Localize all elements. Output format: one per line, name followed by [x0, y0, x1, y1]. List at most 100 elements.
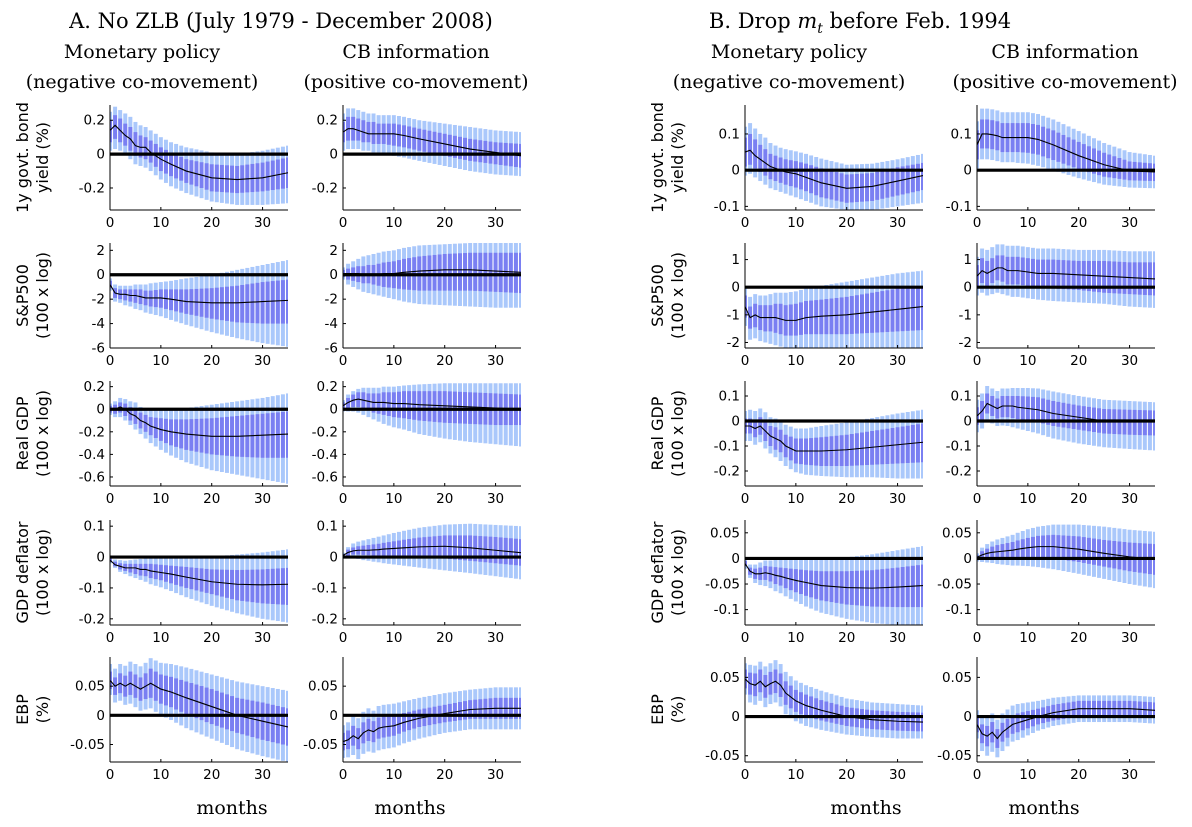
inner-band-bar-a2-r1-m6 — [371, 121, 376, 144]
inner-band-bar-b1-r3-m20 — [844, 434, 849, 466]
inner-band-bar-a2-r1-m25 — [468, 138, 473, 161]
inner-band-bar-b1-r2-m23 — [859, 294, 864, 334]
inner-band-bar-a2-r1-m17 — [427, 130, 432, 153]
x-tick-label-a2-r1-2: 20 — [436, 215, 453, 231]
inner-band-bar-a2-r1-m14 — [412, 127, 417, 150]
inner-band-bar-b1-r3-m17 — [829, 436, 834, 466]
y-tick-label-b1-r3-0: -0.2 — [714, 464, 740, 480]
median-line-b1-r2 — [745, 306, 923, 321]
x-tick-label-a1-r2-2: 20 — [203, 353, 220, 369]
x-tick-label-a1-r1-0: 0 — [106, 215, 115, 231]
median-line-b1-r3 — [745, 425, 923, 452]
y-tick-label-a2-r5-1: 0 — [329, 708, 338, 724]
inner-band-bar-b1-r2-m17 — [829, 298, 834, 335]
inner-band-bar-b2-r2-m21 — [1081, 260, 1086, 291]
inner-band-bar-a1-r2-m8 — [148, 290, 153, 307]
median-line-b2-r1 — [977, 133, 1155, 173]
inner-band-bar-b1-r3-m29 — [890, 428, 895, 464]
inner-band-bar-a1-r2-m32 — [270, 281, 275, 324]
inner-band-bar-b1-r2-m21 — [849, 296, 854, 334]
x-tick-label-a1-r2-1: 10 — [152, 353, 169, 369]
inner-band-bar-b1-r3-m13 — [809, 438, 814, 466]
inner-band-bar-a2-r4-m20 — [442, 535, 447, 559]
median-line-a2-r5 — [343, 707, 521, 743]
inner-band-bar-a2-r1-m4 — [361, 120, 366, 143]
inner-band-bar-a1-r3-m31 — [265, 413, 270, 458]
x-tick-label-a2-r4-0: 0 — [339, 630, 348, 646]
x-tick-label-b1-r5-0: 0 — [741, 767, 750, 783]
inner-band-bar-a2-r2-m23 — [457, 253, 462, 291]
inner-band-bar-a2-r1-m15 — [417, 128, 422, 151]
inner-band-bar-a2-r3-m15 — [417, 391, 422, 421]
x-tick-label-b2-r3-1: 10 — [1019, 491, 1036, 507]
x-tick-label-b2-r2-3: 30 — [1121, 353, 1138, 369]
inner-band-bar-a1-r4-m0 — [110, 558, 112, 562]
inner-band-bar-a2-r4-m18 — [432, 536, 437, 558]
inner-band-bar-a1-r3-m32 — [270, 412, 275, 458]
median-line-b1-r4 — [745, 563, 923, 589]
x-tick-label-b2-r4-2: 20 — [1070, 630, 1087, 646]
inner-band-bar-a2-r1-m19 — [437, 132, 442, 155]
x-tick-label-b2-r5-0: 0 — [973, 767, 982, 783]
x-tick-label-a2-r5-3: 30 — [487, 767, 504, 783]
inner-band-bar-a1-r1-m8 — [148, 140, 153, 163]
inner-band-bar-a2-r1-m18 — [432, 131, 437, 154]
inner-band-bar-a1-r2-m31 — [265, 281, 270, 324]
x-tick-label-b1-r1-0: 0 — [741, 215, 750, 231]
inner-band-bar-a2-r2-m20 — [442, 253, 447, 291]
col-b2-title-line2: (positive co-movement) — [952, 71, 1177, 93]
inner-band-bar-a1-r2-m5 — [133, 289, 138, 303]
x-tick-label-a1-r1-3: 30 — [254, 215, 271, 231]
y-tick-label-a1-r3-1: -0.4 — [79, 447, 105, 463]
y-tick-label-b2-r4-0: -0.1 — [946, 602, 972, 618]
x-tick-label-a1-r1-2: 20 — [203, 215, 220, 231]
x-tick-label-b2-r2-0: 0 — [973, 353, 982, 369]
y-tick-label-b2-r1-1: 0 — [963, 163, 972, 179]
y-tick-label-b2-r2-0: -2 — [959, 335, 972, 351]
inner-band-bar-a2-r3-m16 — [422, 391, 427, 421]
inner-band-bar-a2-r2-m31 — [498, 252, 503, 293]
x-tick-label-a2-r4-2: 20 — [436, 630, 453, 646]
inner-band-bar-a2-r2-m21 — [447, 253, 452, 291]
y-tick-label-b1-r3-2: 0 — [731, 414, 740, 430]
panel-b-title-sub: t — [817, 21, 823, 37]
y-tick-label-b1-r4-2: 0 — [731, 551, 740, 567]
inner-band-bar-b1-r2-m16 — [824, 299, 829, 335]
x-tick-label-a1-r3-2: 20 — [203, 491, 220, 507]
inner-band-bar-b2-r2-m15 — [1051, 259, 1056, 289]
y-tick-label-a2-r4-2: 0 — [329, 550, 338, 566]
inner-band-bar-a2-r3-m12 — [402, 391, 407, 419]
x-tick-label-b2-r5-2: 20 — [1070, 767, 1087, 783]
inner-band-bar-a1-r1-m1 — [113, 115, 118, 139]
inner-band-bar-b1-r2-m4 — [763, 305, 768, 332]
y-tick-label-a2-r3-1: -0.4 — [312, 447, 338, 463]
row-label-a-3-line1: Real GDP — [13, 396, 32, 470]
inner-band-bar-b2-r3-m35 — [1153, 410, 1155, 436]
inner-band-bar-b1-r2-m15 — [819, 299, 824, 335]
y-tick-label-a1-r5-0: -0.05 — [70, 737, 105, 753]
x-tick-label-b2-r4-3: 30 — [1121, 630, 1138, 646]
x-tick-label-b2-r2-1: 10 — [1019, 353, 1036, 369]
x-tick-label-b1-r2-2: 20 — [838, 353, 855, 369]
inner-band-bar-b1-r3-m27 — [880, 429, 885, 465]
median-line-b2-r2 — [977, 267, 1155, 280]
inner-band-bar-b2-r3-m6 — [1005, 396, 1010, 418]
inner-band-bar-a1-r2-m24 — [230, 286, 235, 322]
inner-band-bar-a1-r2-m33 — [275, 280, 280, 324]
row-label-a-3-line2: (100 x log) — [33, 390, 52, 477]
median-line-b2-r3 — [977, 402, 1155, 422]
inner-band-bar-b1-r2-m31 — [900, 288, 905, 332]
y-tick-label-b2-r3-3: 0.1 — [951, 389, 972, 405]
inner-band-bar-a1-r2-m30 — [260, 282, 265, 324]
x-tick-label-b2-r1-0: 0 — [973, 215, 982, 231]
y-tick-label-a1-r4-2: 0 — [96, 550, 105, 566]
row-label-b-1-line2: yield (%) — [668, 122, 687, 193]
inner-band-bar-a1-r2-m20 — [209, 288, 214, 319]
inner-band-bar-b1-r2-m10 — [793, 303, 798, 336]
col-b2-title-line1: CB information — [991, 41, 1138, 63]
col-a1-title-line1: Monetary policy — [64, 41, 221, 63]
inner-band-bar-a1-r2-m28 — [250, 283, 255, 324]
x-tick-label-a2-r5-2: 20 — [436, 767, 453, 783]
inner-band-bar-b2-r3-m5 — [1000, 396, 1005, 418]
